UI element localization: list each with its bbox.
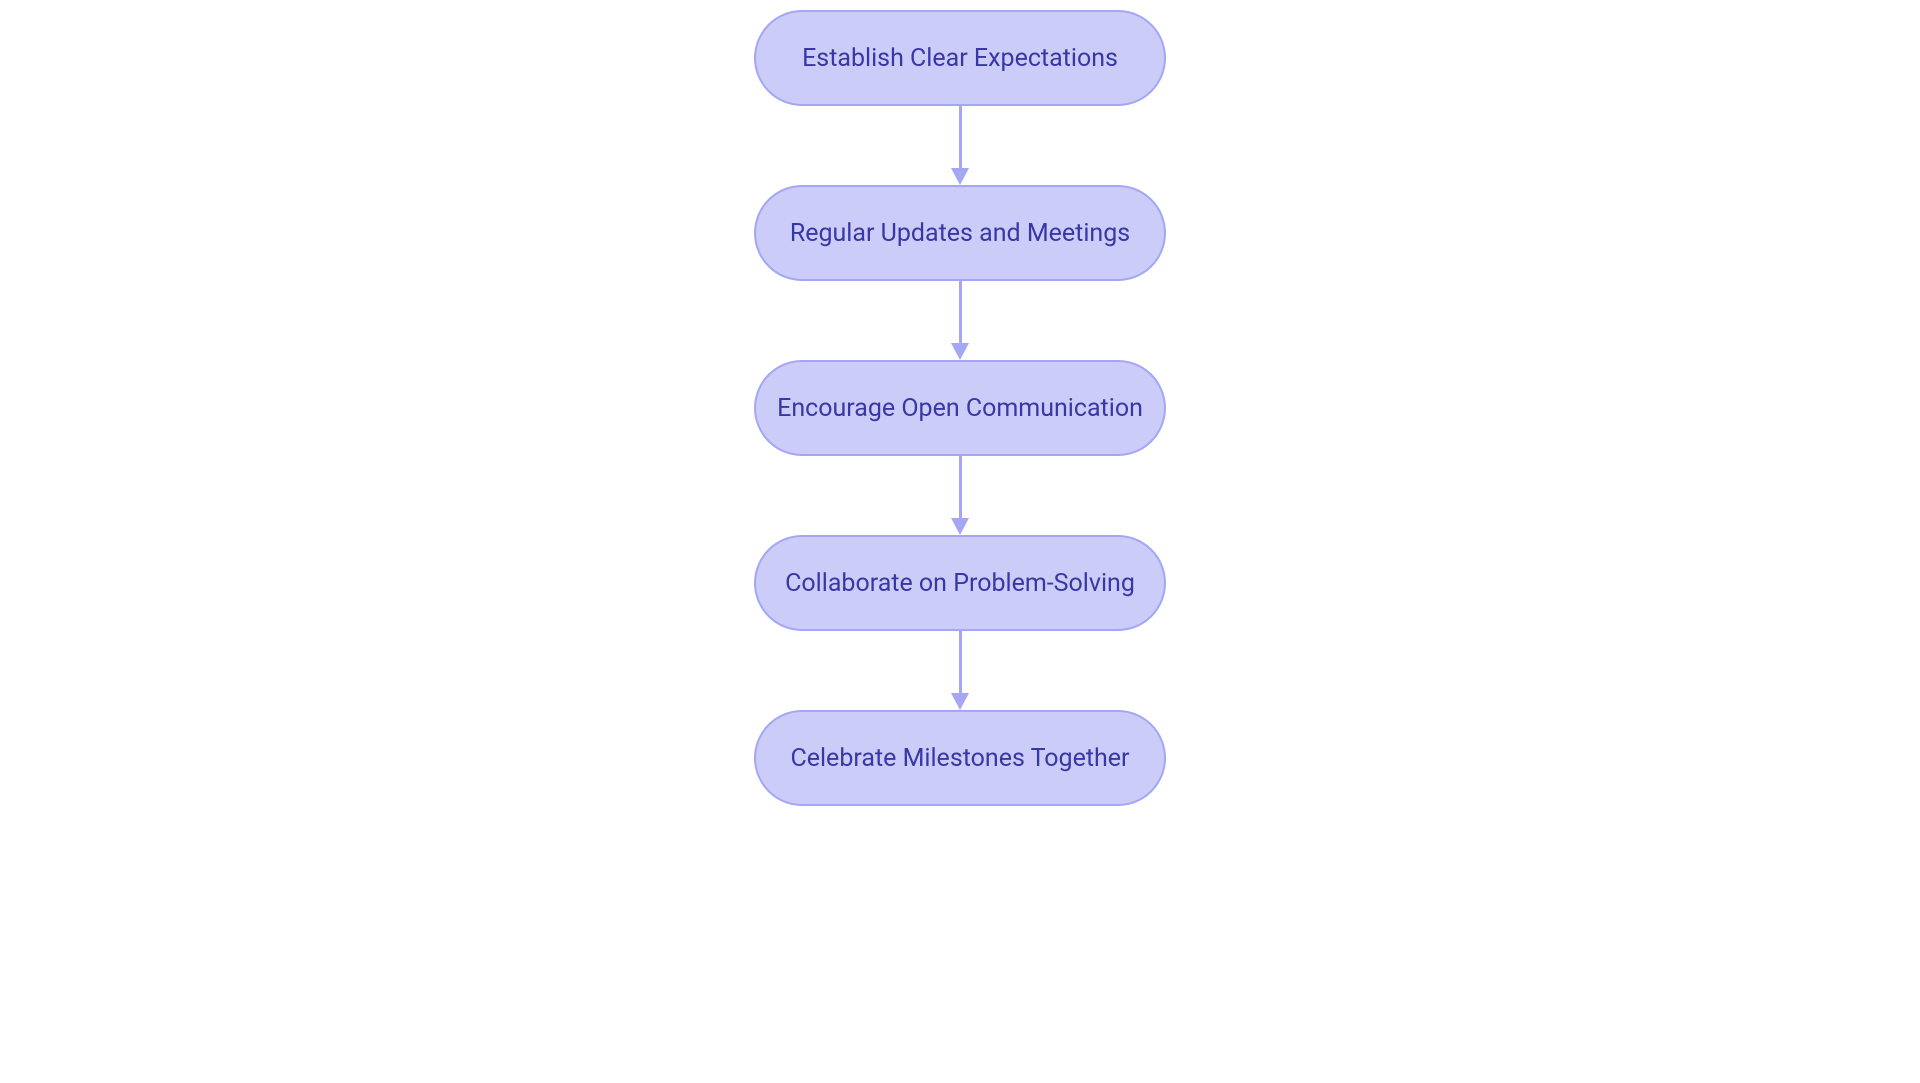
flowchart-arrow [951,281,969,360]
flowchart-node: Encourage Open Communication [754,360,1166,456]
flowchart-node: Regular Updates and Meetings [754,185,1166,281]
node-label: Celebrate Milestones Together [790,744,1129,773]
node-label: Encourage Open Communication [777,394,1143,423]
arrow-head-icon [951,343,969,360]
arrow-head-icon [951,518,969,535]
arrow-head-icon [951,168,969,185]
node-label: Regular Updates and Meetings [790,219,1130,248]
flowchart-arrow [951,631,969,710]
flowchart-arrow [951,456,969,535]
node-label: Establish Clear Expectations [802,44,1118,73]
flowchart-node: Celebrate Milestones Together [754,710,1166,806]
flowchart-arrow [951,106,969,185]
flowchart-container: Establish Clear Expectations Regular Upd… [745,10,1175,806]
arrow-line [959,281,962,343]
arrow-line [959,631,962,693]
arrow-head-icon [951,693,969,710]
node-label: Collaborate on Problem-Solving [785,569,1135,598]
arrow-line [959,106,962,168]
flowchart-node: Collaborate on Problem-Solving [754,535,1166,631]
flowchart-node: Establish Clear Expectations [754,10,1166,106]
arrow-line [959,456,962,518]
